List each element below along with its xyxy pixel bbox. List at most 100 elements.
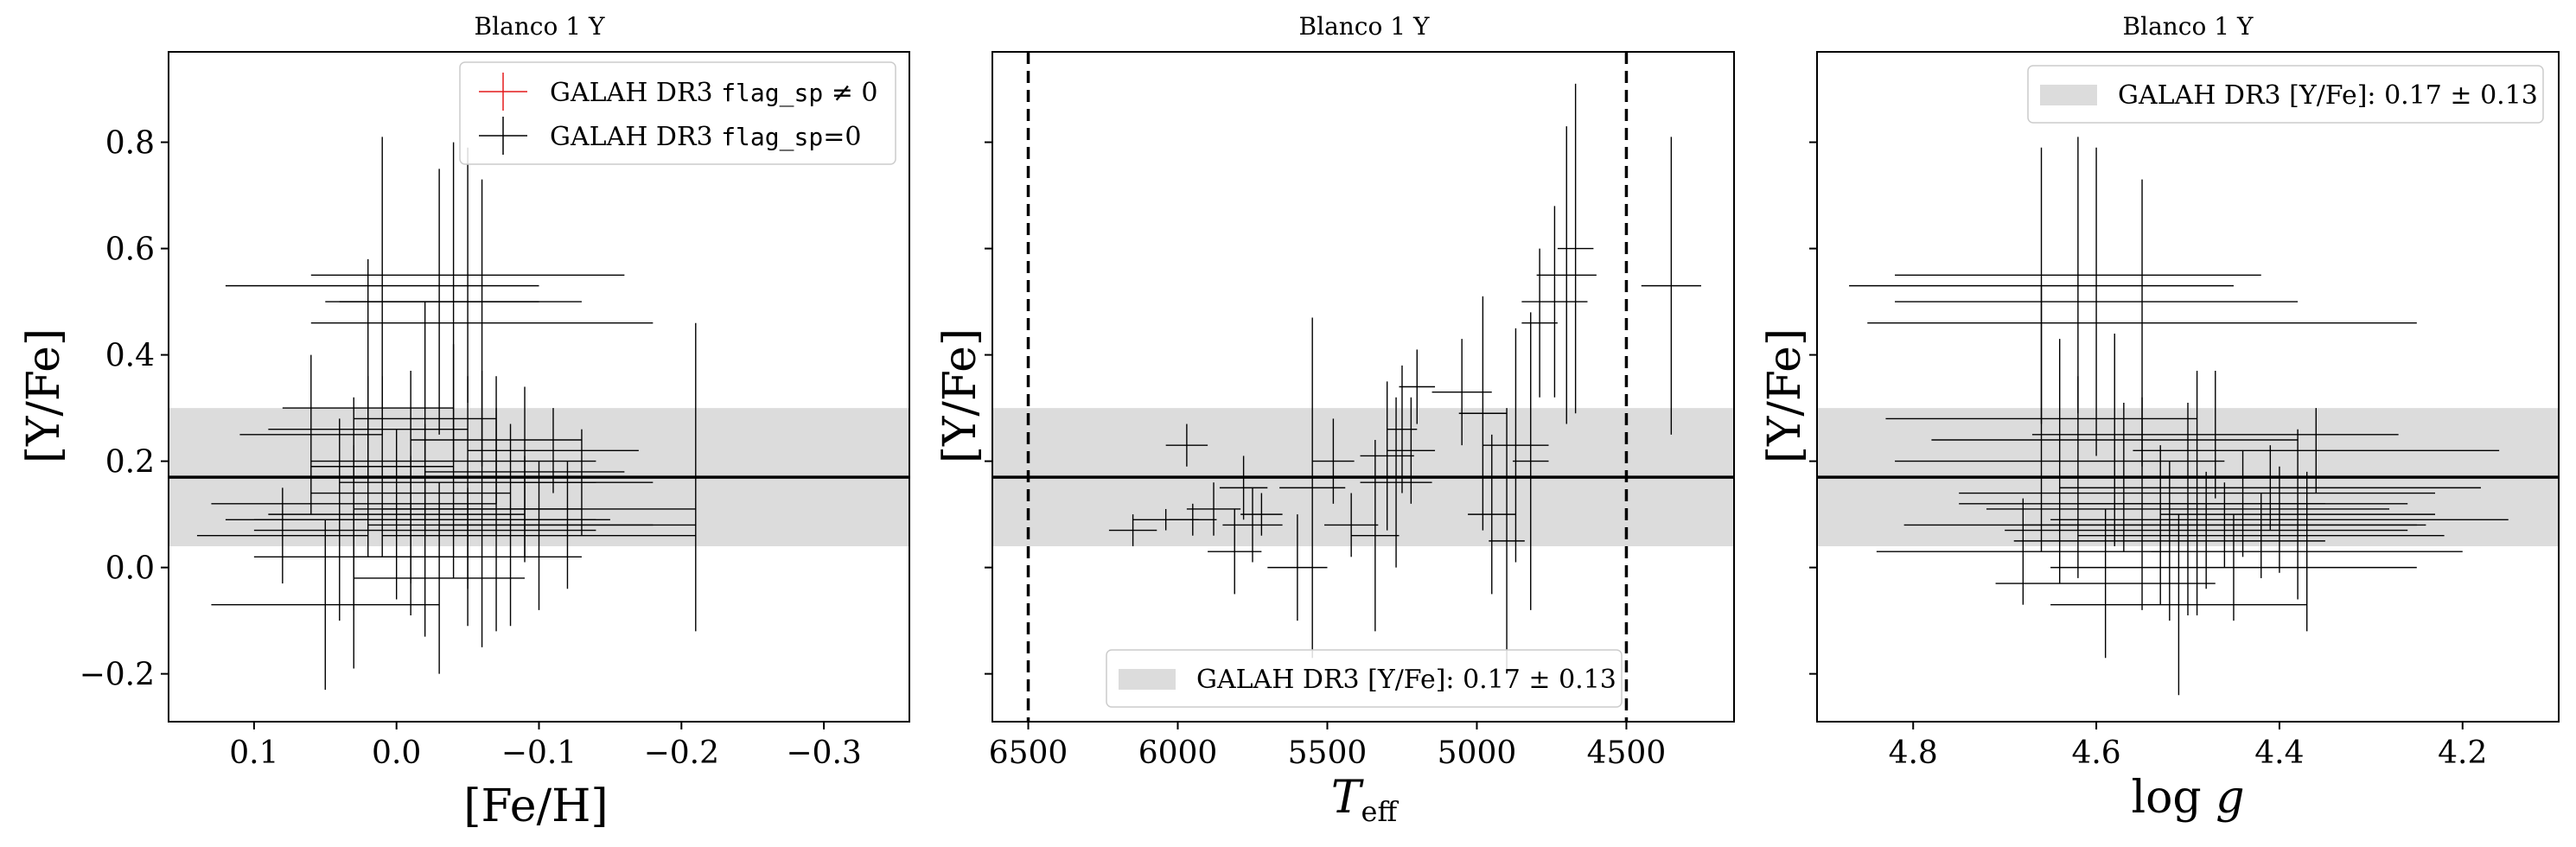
data-point [2023, 482, 2426, 568]
y-tick-label: 0.8 [105, 126, 155, 162]
errorbar-series [196, 137, 753, 691]
legend: GALAH DR3 [Y/Fe]: 0.17 ± 0.13 [2027, 65, 2544, 124]
x-ticks: 6500 6000 5500 5000 4500 [989, 722, 1667, 771]
data-point [1431, 339, 1492, 446]
y-ticks [1809, 141, 1817, 675]
data-point [1324, 493, 1379, 557]
data-point [1895, 137, 2261, 414]
legend-flagged-text: GALAH DR3 flag_sp ≠ 0 [550, 78, 878, 108]
data-point [2133, 408, 2500, 494]
data-point [1557, 83, 1594, 414]
data-point [1895, 147, 2299, 456]
legend-box [1106, 649, 1623, 708]
data-point [1641, 137, 1701, 435]
panel-teff: Blanco 1 Y 6500 6000 5500 5000 4500 Teff [Y/… [934, 12, 1735, 828]
legend-ok-suffix: =0 [823, 122, 861, 152]
data-point [268, 376, 469, 483]
data-point [2050, 466, 2509, 573]
legend: GALAH DR3 flag_sp ≠ 0 GALAH DR3 flag_sp=… [459, 61, 896, 165]
legend-band-swatch [1119, 669, 1176, 690]
data-point [1279, 317, 1346, 659]
data-point [1521, 248, 1558, 398]
x-tick-label: −0.2 [644, 736, 719, 771]
x-ticks: 4.8 4.6 4.4 4.2 [1889, 722, 2487, 771]
x-tick-label: 5000 [1438, 736, 1517, 771]
data-point [1876, 498, 2170, 605]
data-point [225, 137, 539, 435]
legend-band-text: GALAH DR3 [Y/Fe]: 0.17 ± 0.13 [1196, 665, 1616, 695]
legend-ok-marker [479, 117, 527, 155]
data-point [1458, 296, 1508, 531]
data-point [468, 408, 639, 494]
data-point [1895, 339, 2225, 584]
panel-feh: Blanco 1 Y 0.1 0.0 −0.1 −0.2 −0.3 −0.2 0.0 0.2… [18, 12, 910, 832]
y-ticks [985, 141, 992, 675]
data-point [1995, 508, 2216, 659]
legend-flagged-code: flag_sp [721, 79, 823, 108]
data-point [2050, 514, 2307, 696]
y-tick-label: 0.2 [105, 445, 155, 481]
legend: GALAH DR3 [Y/Fe]: 0.17 ± 0.13 [1106, 649, 1623, 708]
data-point [1536, 126, 1597, 424]
x-tick-label: 0.1 [229, 736, 278, 771]
data-point [1489, 408, 1525, 674]
legend-ok-prefix: GALAH DR3 [550, 122, 721, 152]
data-point [2160, 429, 2435, 600]
data-point [310, 179, 654, 467]
data-point [1219, 455, 1268, 520]
legend-box [459, 61, 896, 165]
data-point [325, 142, 582, 462]
teff-limit-lines [1026, 52, 1629, 722]
data-point [1312, 418, 1355, 504]
data-point [1267, 514, 1328, 621]
data-point [1240, 493, 1283, 536]
y-tick-label: 0.6 [105, 232, 155, 268]
legend-ok-code: flag_sp [721, 123, 823, 152]
panel-title: Blanco 1 Y [1299, 12, 1430, 41]
data-point [1165, 424, 1208, 467]
data-point [1482, 328, 1549, 563]
legend-flagged-prefix: GALAH DR3 [550, 78, 721, 108]
x-tick-label: 4.6 [2071, 736, 2120, 771]
data-point [382, 461, 696, 610]
x-tick-label: 5500 [1288, 736, 1368, 771]
x-ticks: 0.1 0.0 −0.1 −0.2 −0.3 [229, 722, 862, 771]
data-point [354, 487, 582, 627]
x-tick-label: −0.1 [501, 736, 577, 771]
data-point [1360, 397, 1432, 568]
x-tick-label: −0.3 [786, 736, 861, 771]
y-axis-label: [Y/Fe] [934, 328, 986, 463]
x-axis-label: log g [2131, 772, 2244, 824]
plot-frame [992, 51, 1735, 723]
data-point [1512, 312, 1549, 610]
legend-ok-text: GALAH DR3 flag_sp=0 [550, 122, 861, 152]
data-point [2077, 493, 2445, 578]
x-axis-label: [Fe/H] [463, 780, 608, 832]
data-point [239, 354, 383, 515]
data-point [1959, 371, 2435, 615]
data-point [1885, 285, 2197, 552]
data-point [1931, 333, 2299, 547]
y-axis-label: [Y/Fe] [18, 328, 70, 463]
panel-title: Blanco 1 Y [2123, 12, 2254, 41]
data-point [2005, 471, 2408, 589]
data-point [1399, 349, 1436, 424]
data-point [2050, 514, 2417, 621]
legend-band-text: GALAH DR3 [Y/Fe]: 0.17 ± 0.13 [2118, 80, 2538, 111]
y-ticks: −0.2 0.0 0.2 0.4 0.6 0.8 [80, 126, 169, 693]
legend-flagged-marker [479, 73, 527, 111]
x-axis-label: Teff [1331, 772, 1400, 828]
x-tick-label: 4500 [1587, 736, 1667, 771]
errorbar-series [1108, 83, 1701, 674]
x-tick-label: 4.4 [2254, 736, 2304, 771]
x-tick-label: 6000 [1138, 736, 1218, 771]
data-point [211, 519, 440, 691]
data-point [1387, 397, 1436, 504]
data-point [1521, 206, 1588, 398]
legend-box [2027, 65, 2544, 124]
data-point [196, 487, 368, 584]
plot-frame [1816, 51, 2560, 723]
data-point [310, 147, 625, 403]
data-point [211, 397, 497, 610]
y-tick-label: −0.2 [80, 658, 155, 693]
